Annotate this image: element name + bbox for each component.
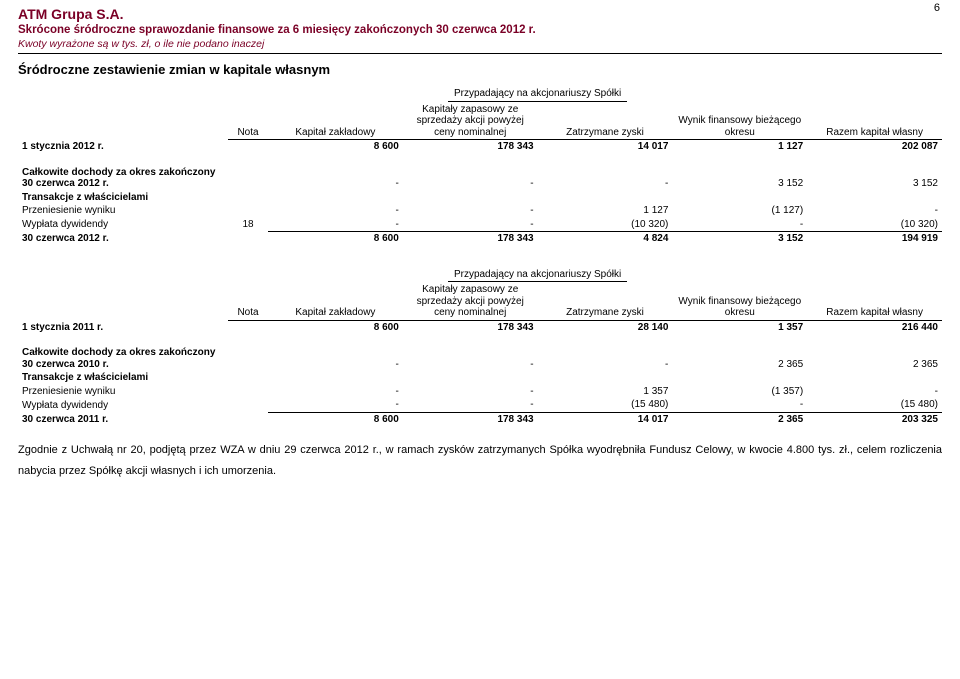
t2-close-label: 30 czerwca 2011 r. <box>18 412 228 426</box>
footnote: Zgodnie z Uchwałą nr 20, podjętą przez W… <box>18 440 942 482</box>
t1-close-label: 30 czerwca 2012 r. <box>18 232 228 246</box>
col-c1-2: Kapitał zakładowy <box>268 283 403 320</box>
row-nota <box>228 204 268 218</box>
row-label: Całkowite dochody za okres zakończony 30… <box>18 166 228 191</box>
group-caption: Przypadający na akcjonariuszy Spółki <box>448 88 627 102</box>
row-nota <box>228 371 268 385</box>
row-label: Całkowite dochody za okres zakończony 30… <box>18 346 228 371</box>
col-c4: Wynik finansowy bieżącego okresu <box>672 103 807 140</box>
equity-table-2011: Przypadający na akcjonariuszy Spółki Not… <box>18 268 942 427</box>
t2-open-label: 1 stycznia 2011 r. <box>18 320 228 334</box>
section-title: Śródroczne zestawienie zmian w kapitale … <box>18 62 942 77</box>
col-c2: Kapitały zapasowy ze sprzedaży akcji pow… <box>403 103 538 140</box>
row-label: Przeniesienie wyniku <box>18 204 228 218</box>
report-subtitle: Kwoty wyrażone są w tys. zł, o ile nie p… <box>18 38 942 52</box>
col-c5-2: Razem kapitał własny <box>807 283 942 320</box>
row-nota: 18 <box>228 218 268 232</box>
row-label: Transakcje z właścicielami <box>18 371 228 385</box>
row-nota <box>228 398 268 412</box>
col-c2-2: Kapitały zapasowy ze sprzedaży akcji pow… <box>403 283 538 320</box>
row-label: Wypłata dywidendy <box>18 218 228 232</box>
row-label: Transakcje z właścicielami <box>18 191 228 205</box>
equity-table-2012: Przypadający na akcjonariuszy Spółki Not… <box>18 87 942 246</box>
t1-open-label: 1 stycznia 2012 r. <box>18 140 228 154</box>
col-c3: Zatrzymane zyski <box>538 103 673 140</box>
col-c5: Razem kapitał własny <box>807 103 942 140</box>
row-nota <box>228 166 268 191</box>
row-nota <box>228 191 268 205</box>
page: 6 ATM Grupa S.A. Skrócone śródroczne spr… <box>0 0 960 679</box>
group-caption-2: Przypadający na akcjonariuszy Spółki <box>448 269 627 283</box>
table-row: Wypłata dywidendy--(15 480)-(15 480) <box>18 398 942 412</box>
page-number: 6 <box>934 2 940 14</box>
row-nota <box>228 346 268 371</box>
row-label: Przeniesienie wyniku <box>18 385 228 399</box>
col-c1: Kapitał zakładowy <box>268 103 403 140</box>
row-nota <box>228 385 268 399</box>
table-row: Transakcje z właścicielami <box>18 371 942 385</box>
col-nota-2: Nota <box>228 283 268 320</box>
header-rule <box>18 53 942 54</box>
table-row: Całkowite dochody za okres zakończony 30… <box>18 166 942 191</box>
table-row: Przeniesienie wyniku--1 357(1 357)- <box>18 385 942 399</box>
col-c3-2: Zatrzymane zyski <box>538 283 673 320</box>
header-block: ATM Grupa S.A. Skrócone śródroczne spraw… <box>18 6 942 51</box>
company-name: ATM Grupa S.A. <box>18 6 942 23</box>
col-nota: Nota <box>228 103 268 140</box>
table-row: Przeniesienie wyniku--1 127(1 127)- <box>18 204 942 218</box>
report-title: Skrócone śródroczne sprawozdanie finanso… <box>18 23 942 38</box>
row-label: Wypłata dywidendy <box>18 398 228 412</box>
table-row: Transakcje z właścicielami <box>18 191 942 205</box>
table-row: Całkowite dochody za okres zakończony 30… <box>18 346 942 371</box>
table-row: Wypłata dywidendy18--(10 320)-(10 320) <box>18 218 942 232</box>
col-c4-2: Wynik finansowy bieżącego okresu <box>672 283 807 320</box>
